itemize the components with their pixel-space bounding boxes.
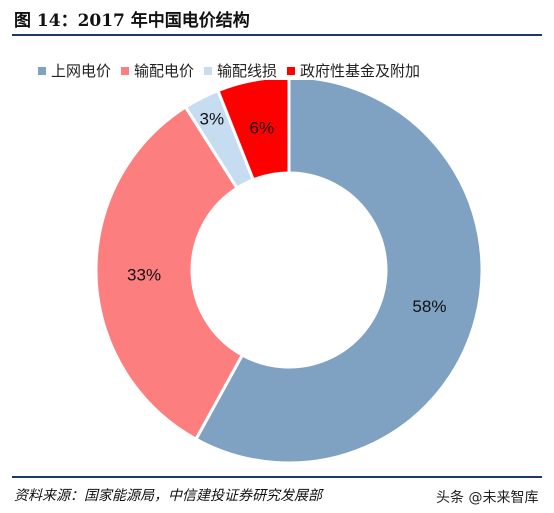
legend-swatch xyxy=(287,66,296,75)
source-note: 资料来源：国家能源局，中信建投证券研究发展部 xyxy=(14,488,322,504)
legend-swatch xyxy=(38,66,46,75)
chart-legend: 上网电价 输配电价 输配线损 政府性基金及附加 xyxy=(38,60,420,81)
slice-label-1: 33% xyxy=(127,266,161,285)
watermark: 头条 @未来智库 xyxy=(436,490,539,506)
slice-label-2: 3% xyxy=(200,110,225,129)
legend-label: 输配电价 xyxy=(134,62,195,80)
legend-label: 输配线损 xyxy=(217,62,278,80)
legend-swatch xyxy=(121,66,130,75)
donut-slice-3 xyxy=(216,80,291,182)
figure-title: 图 14：2017 年中国电价结构 xyxy=(14,11,250,31)
slice-label-0: 58% xyxy=(412,297,446,316)
legend-item-government-fund: 政府性基金及附加 xyxy=(287,60,420,81)
donut-slice-1 xyxy=(94,104,245,442)
donut-chart: 58% 33% 3% 6% xyxy=(94,80,484,465)
legend-swatch xyxy=(204,66,213,75)
footer-divider xyxy=(12,476,542,478)
title-divider xyxy=(12,34,542,36)
donut-slice-0 xyxy=(193,80,484,465)
slice-label-3: 6% xyxy=(250,119,275,138)
legend-label: 上网电价 xyxy=(51,62,112,80)
legend-item-transmission-price: 输配电价 xyxy=(121,60,194,81)
legend-label: 政府性基金及附加 xyxy=(300,62,421,80)
legend-item-grid-price: 上网电价 xyxy=(38,60,111,81)
legend-item-line-loss: 输配线损 xyxy=(204,60,277,81)
